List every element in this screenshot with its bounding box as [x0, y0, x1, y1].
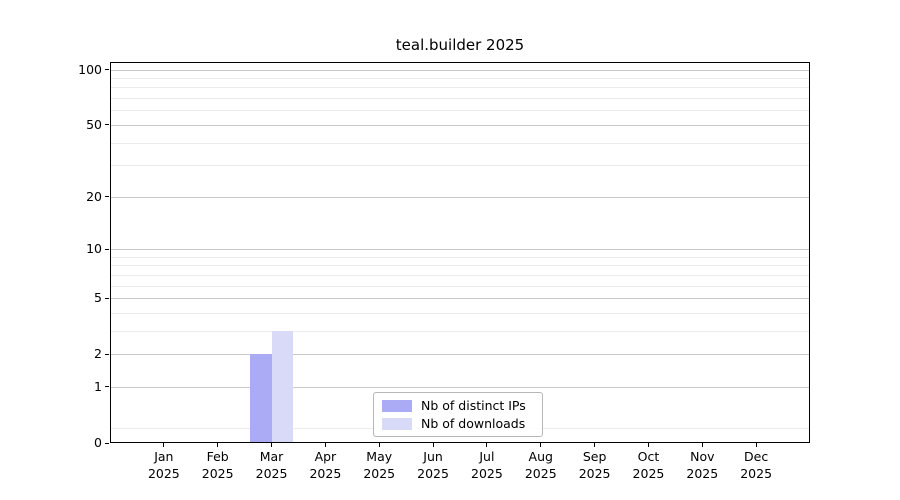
x-tick-month: Nov: [690, 449, 715, 464]
x-tick-year: 2025: [201, 466, 234, 481]
x-tick-label: Oct 2025: [616, 448, 680, 482]
legend-swatch: [382, 418, 412, 430]
y-tick-label: 0: [94, 435, 102, 450]
x-tick-year: 2025: [686, 466, 719, 481]
x-tick-label: Sep 2025: [563, 448, 627, 482]
y-gridline-major: [111, 249, 809, 250]
x-tick-label: Jun 2025: [401, 448, 465, 482]
plot-area: [110, 62, 810, 443]
x-tick-year: 2025: [363, 466, 396, 481]
x-tick-mark: [594, 443, 596, 447]
legend-item: Nb of downloads: [382, 416, 534, 432]
y-tick-label: 5: [94, 290, 102, 306]
legend: Nb of distinct IPs Nb of downloads: [373, 392, 543, 437]
y-tick-label: 10: [86, 241, 102, 256]
x-tick-month: Mar: [259, 449, 284, 464]
y-gridline-major: [111, 298, 809, 300]
x-tick-mark: [755, 443, 757, 447]
y-gridline-minor: [111, 142, 809, 144]
x-tick-year: 2025: [632, 466, 665, 481]
y-gridline-minor: [111, 256, 809, 258]
x-tick-mark: [271, 443, 273, 447]
x-tick-year: 2025: [524, 466, 557, 481]
x-tick-month: Jul: [479, 449, 495, 464]
x-tick-label: Apr 2025: [293, 448, 357, 482]
x-tick-mark: [217, 443, 219, 447]
x-tick-year: 2025: [740, 466, 773, 481]
x-tick-label: Jul 2025: [455, 448, 519, 482]
x-tick-label: Aug 2025: [509, 448, 573, 482]
x-tick-mark: [540, 443, 542, 447]
legend-label: Nb of distinct IPs: [421, 398, 526, 413]
y-gridline-minor: [111, 265, 809, 267]
y-tick-mark: [105, 353, 109, 355]
x-tick-mark: [486, 443, 488, 447]
bar-nb-of-downloads-mar: [271, 330, 294, 442]
legend-item: Nb of distinct IPs: [382, 398, 534, 414]
y-gridline-minor: [111, 78, 809, 80]
x-tick-mark: [701, 443, 703, 447]
y-tick-label: 50: [86, 116, 102, 132]
y-gridline-minor: [111, 87, 809, 89]
x-tick-month: Apr: [314, 449, 337, 464]
x-tick-label: Nov 2025: [670, 448, 734, 482]
legend-swatch: [382, 400, 412, 412]
y-tick-mark: [105, 442, 109, 444]
x-tick-month: Sep: [582, 449, 607, 464]
y-tick-label: 1: [94, 378, 102, 394]
x-tick-year: 2025: [255, 466, 288, 481]
y-gridline-minor: [111, 110, 809, 112]
bar-nb-of-distinct-ips-mar: [250, 354, 272, 442]
y-gridline-minor: [111, 165, 809, 167]
y-gridline-minor: [111, 312, 809, 314]
y-tick-label: 100: [78, 61, 102, 77]
x-tick-label: Jan 2025: [132, 448, 196, 482]
y-tick-mark: [105, 297, 109, 299]
y-gridline-minor: [111, 285, 809, 287]
x-tick-year: 2025: [309, 466, 342, 481]
y-gridline-major: [111, 354, 809, 356]
y-tick-mark: [105, 196, 109, 198]
x-tick-label: May 2025: [347, 448, 411, 482]
x-tick-month: Aug: [528, 449, 553, 464]
x-tick-month: Dec: [744, 449, 769, 464]
y-gridline-major: [111, 196, 809, 198]
y-gridline-major: [111, 124, 809, 126]
y-tick-mark: [105, 386, 109, 388]
x-tick-label: Dec 2025: [724, 448, 788, 482]
y-tick-mark: [105, 124, 109, 126]
chart-title: teal.builder 2025: [395, 36, 525, 54]
legend-label: Nb of downloads: [421, 416, 526, 431]
x-tick-month: Oct: [637, 449, 660, 464]
x-tick-year: 2025: [417, 466, 449, 481]
y-tick-mark: [105, 248, 109, 250]
y-gridline-minor: [111, 330, 809, 332]
y-gridline-minor: [111, 274, 809, 276]
x-tick-year: 2025: [578, 466, 611, 481]
x-tick-mark: [647, 443, 649, 447]
x-tick-mark: [163, 443, 165, 447]
x-tick-year: 2025: [147, 466, 180, 481]
y-tick-mark: [105, 69, 109, 71]
x-tick-label: Feb 2025: [186, 448, 250, 482]
x-tick-mark: [378, 443, 380, 447]
y-tick-label: 2: [94, 346, 102, 362]
x-tick-month: Jan: [154, 449, 174, 464]
y-gridline-major: [111, 69, 809, 71]
x-tick-month: Jun: [423, 449, 443, 464]
y-gridline-major: [111, 386, 809, 388]
x-tick-label: Mar 2025: [240, 448, 304, 482]
y-tick-label: 20: [86, 188, 102, 204]
y-gridline-minor: [111, 98, 809, 100]
x-tick-year: 2025: [471, 466, 503, 481]
x-tick-mark: [324, 443, 326, 447]
x-tick-month: May: [366, 449, 393, 464]
x-tick-mark: [432, 443, 434, 447]
x-tick-month: Feb: [206, 449, 229, 464]
